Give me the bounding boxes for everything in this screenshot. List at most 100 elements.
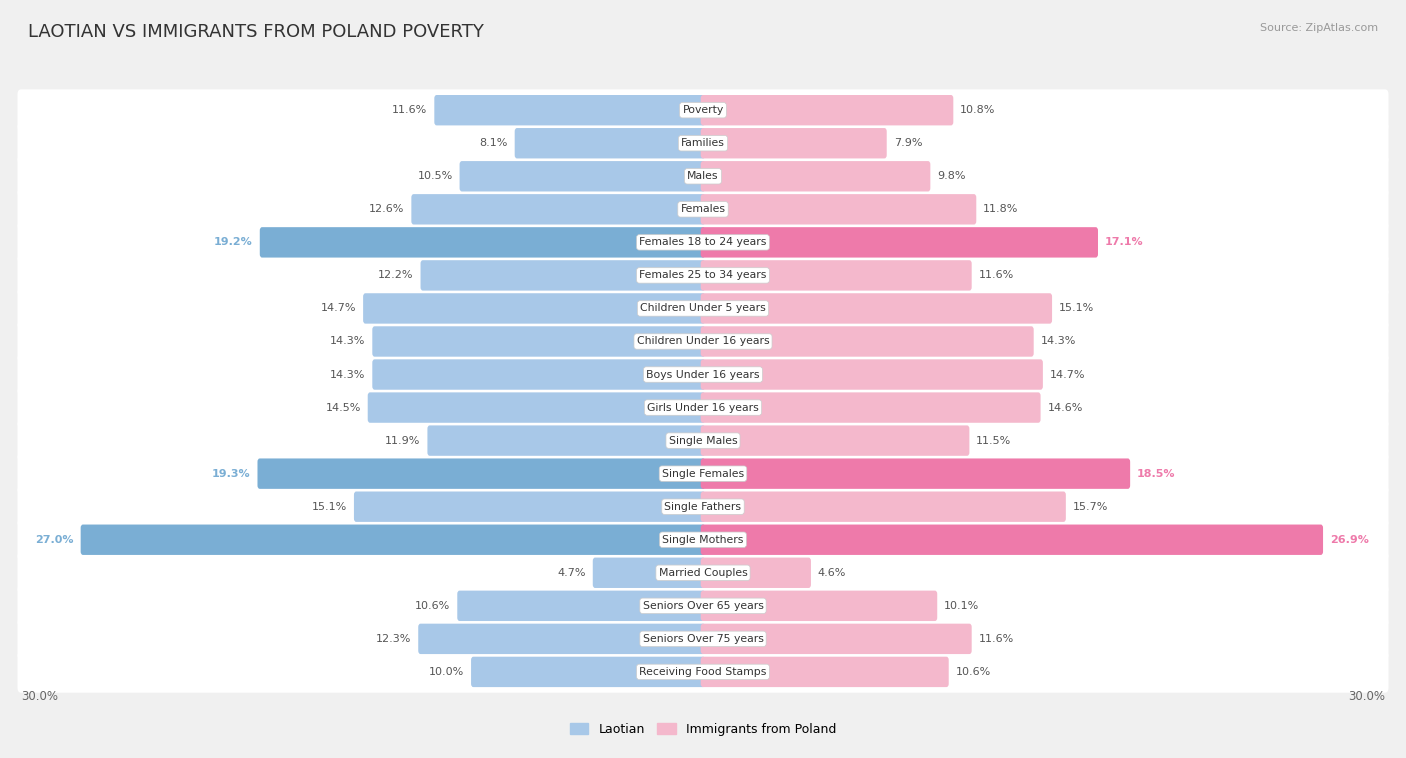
FancyBboxPatch shape (17, 387, 1389, 428)
FancyBboxPatch shape (700, 491, 1066, 522)
Text: Children Under 5 years: Children Under 5 years (640, 303, 766, 314)
Text: 8.1%: 8.1% (479, 138, 508, 149)
FancyBboxPatch shape (17, 221, 1389, 263)
FancyBboxPatch shape (80, 525, 706, 555)
Text: 12.3%: 12.3% (375, 634, 412, 644)
FancyBboxPatch shape (700, 326, 1033, 357)
Text: 11.6%: 11.6% (979, 271, 1014, 280)
FancyBboxPatch shape (354, 491, 706, 522)
FancyBboxPatch shape (700, 227, 1098, 258)
Text: Females 18 to 24 years: Females 18 to 24 years (640, 237, 766, 247)
FancyBboxPatch shape (471, 656, 706, 687)
FancyBboxPatch shape (700, 161, 931, 192)
FancyBboxPatch shape (700, 425, 969, 456)
Text: Single Fathers: Single Fathers (665, 502, 741, 512)
FancyBboxPatch shape (17, 287, 1389, 329)
FancyBboxPatch shape (427, 425, 706, 456)
Text: Girls Under 16 years: Girls Under 16 years (647, 402, 759, 412)
Text: Single Females: Single Females (662, 468, 744, 478)
FancyBboxPatch shape (420, 260, 706, 290)
Text: Single Mothers: Single Mothers (662, 534, 744, 545)
FancyBboxPatch shape (17, 255, 1389, 296)
Text: Females: Females (681, 205, 725, 215)
Text: Receiving Food Stamps: Receiving Food Stamps (640, 667, 766, 677)
Text: 15.1%: 15.1% (1059, 303, 1094, 314)
Text: 4.7%: 4.7% (557, 568, 586, 578)
Text: 11.9%: 11.9% (385, 436, 420, 446)
FancyBboxPatch shape (700, 558, 811, 588)
FancyBboxPatch shape (17, 453, 1389, 494)
FancyBboxPatch shape (700, 525, 1323, 555)
Text: Children Under 16 years: Children Under 16 years (637, 337, 769, 346)
FancyBboxPatch shape (700, 128, 887, 158)
Text: Seniors Over 65 years: Seniors Over 65 years (643, 601, 763, 611)
FancyBboxPatch shape (17, 155, 1389, 197)
Text: Boys Under 16 years: Boys Under 16 years (647, 370, 759, 380)
FancyBboxPatch shape (17, 89, 1389, 131)
FancyBboxPatch shape (700, 359, 1043, 390)
FancyBboxPatch shape (700, 624, 972, 654)
Text: Females 25 to 34 years: Females 25 to 34 years (640, 271, 766, 280)
FancyBboxPatch shape (457, 590, 706, 621)
FancyBboxPatch shape (368, 393, 706, 423)
Text: 10.0%: 10.0% (429, 667, 464, 677)
FancyBboxPatch shape (700, 194, 976, 224)
FancyBboxPatch shape (418, 624, 706, 654)
FancyBboxPatch shape (373, 326, 706, 357)
Text: LAOTIAN VS IMMIGRANTS FROM POLAND POVERTY: LAOTIAN VS IMMIGRANTS FROM POLAND POVERT… (28, 23, 484, 41)
Text: 26.9%: 26.9% (1330, 534, 1369, 545)
FancyBboxPatch shape (17, 552, 1389, 594)
FancyBboxPatch shape (17, 618, 1389, 659)
FancyBboxPatch shape (700, 260, 972, 290)
Text: Males: Males (688, 171, 718, 181)
Text: 11.8%: 11.8% (983, 205, 1018, 215)
FancyBboxPatch shape (17, 354, 1389, 396)
Text: 14.7%: 14.7% (321, 303, 356, 314)
Text: 19.3%: 19.3% (212, 468, 250, 478)
FancyBboxPatch shape (17, 123, 1389, 164)
FancyBboxPatch shape (17, 321, 1389, 362)
FancyBboxPatch shape (700, 656, 949, 687)
FancyBboxPatch shape (260, 227, 706, 258)
Text: 30.0%: 30.0% (21, 691, 58, 703)
FancyBboxPatch shape (17, 651, 1389, 693)
Text: 7.9%: 7.9% (894, 138, 922, 149)
Text: 11.5%: 11.5% (976, 436, 1011, 446)
Text: 14.3%: 14.3% (330, 370, 366, 380)
Legend: Laotian, Immigrants from Poland: Laotian, Immigrants from Poland (565, 718, 841, 741)
Text: 14.3%: 14.3% (1040, 337, 1076, 346)
FancyBboxPatch shape (17, 486, 1389, 528)
Text: 19.2%: 19.2% (214, 237, 253, 247)
FancyBboxPatch shape (434, 95, 706, 125)
Text: 14.3%: 14.3% (330, 337, 366, 346)
FancyBboxPatch shape (363, 293, 706, 324)
FancyBboxPatch shape (515, 128, 706, 158)
FancyBboxPatch shape (257, 459, 706, 489)
Text: 17.1%: 17.1% (1105, 237, 1143, 247)
Text: Single Males: Single Males (669, 436, 737, 446)
Text: 15.7%: 15.7% (1073, 502, 1108, 512)
Text: 14.7%: 14.7% (1050, 370, 1085, 380)
Text: 9.8%: 9.8% (938, 171, 966, 181)
Text: 10.6%: 10.6% (956, 667, 991, 677)
Text: 14.5%: 14.5% (325, 402, 361, 412)
Text: Seniors Over 75 years: Seniors Over 75 years (643, 634, 763, 644)
FancyBboxPatch shape (460, 161, 706, 192)
Text: 11.6%: 11.6% (392, 105, 427, 115)
Text: 12.6%: 12.6% (370, 205, 405, 215)
Text: 10.8%: 10.8% (960, 105, 995, 115)
FancyBboxPatch shape (700, 293, 1052, 324)
Text: Poverty: Poverty (682, 105, 724, 115)
Text: Source: ZipAtlas.com: Source: ZipAtlas.com (1260, 23, 1378, 33)
FancyBboxPatch shape (17, 420, 1389, 462)
FancyBboxPatch shape (17, 189, 1389, 230)
FancyBboxPatch shape (412, 194, 706, 224)
FancyBboxPatch shape (700, 393, 1040, 423)
Text: 18.5%: 18.5% (1137, 468, 1175, 478)
Text: 10.1%: 10.1% (945, 601, 980, 611)
Text: 12.2%: 12.2% (378, 271, 413, 280)
Text: Married Couples: Married Couples (658, 568, 748, 578)
FancyBboxPatch shape (700, 95, 953, 125)
FancyBboxPatch shape (17, 519, 1389, 561)
Text: 14.6%: 14.6% (1047, 402, 1083, 412)
